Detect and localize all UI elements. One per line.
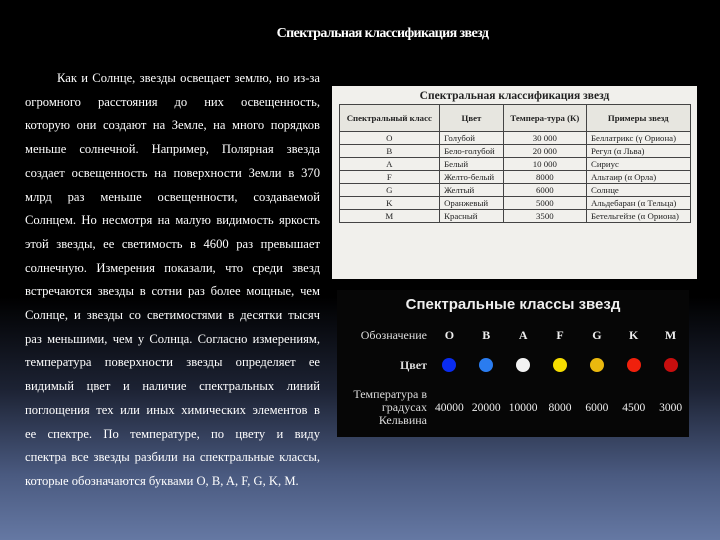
class-color [578,358,615,372]
table-header: Спектральный класс [338,104,441,132]
color-label: Цвет [399,357,427,372]
table-cell: Регул (α Льва) [585,144,691,158]
table-cell: 8000 [502,170,587,184]
class-temperature: 8000 [548,401,572,414]
spectral-classes-image: Спектральные классы звезд Обозначение O B A… [337,290,689,437]
table-header: Темпера-тура (К) [502,104,587,132]
table-cell: Красный [439,209,504,223]
text-line: этой звезды, ее светимость в 4600 раз пр… [25,236,320,251]
text-line: млрд раз меньше освещенности, создаваемо… [25,189,320,204]
text-line: раз меньшими, чем у Солнца. Согласно изм… [25,331,320,346]
color-dot-icon [479,358,494,372]
table-cell: 3500 [502,209,587,223]
table-cell: Бело-голубой [439,144,504,158]
table-cell: 10 000 [502,157,587,171]
table-cell: G [338,183,441,197]
table-cell: 30 000 [502,131,587,145]
text-line: Как и Солнце, звезды освещает землю, но … [57,71,320,85]
color-dot-icon [516,358,531,372]
table-cell: Беллатрикс (γ Ориона) [585,131,691,145]
text-line: огромного расстояния до них освещенность… [25,94,320,109]
table-row: A Белый 10 000 Сириус [338,157,691,171]
color-dot-icon [442,358,457,372]
table-cell: Желтый [439,183,504,197]
class-temperature: 20000 [471,401,501,414]
text-line: создает освещенность на поверхности Земл… [25,165,320,180]
table-cell: Альдебаран (α Тельца) [585,196,691,210]
table-cell: Желто-белый [439,170,504,184]
class-color [468,358,505,372]
class-temperature: 10000 [508,401,538,414]
table-row: B Бело-голубой 20 000 Регул (α Льва) [338,144,691,158]
designation-label: Обозначение [360,328,427,342]
text-line: встречаются звезды в сотни раз более мощ… [25,284,320,299]
table-header: Цвет [439,104,504,132]
class-temperature: 6000 [585,401,609,414]
text-line: которые обозначаются буквами O, B, A, F,… [25,473,299,488]
table-title: Спектральная классификация звезд [419,90,610,102]
text-line: поглощения тех или иных химических элеме… [25,402,320,417]
table-header: Примеры звезд [585,104,691,132]
color-dot-icon [663,358,678,372]
temperature-label: Температура в градусах Кельвина [353,387,427,427]
class-color [652,358,689,372]
body-text: Как и Солнце, звезды освещает землю, но … [25,67,320,494]
table-cell: 5000 [502,196,587,210]
table-cell: M [338,209,441,223]
text-line: Солнце, и звезды со светимостями в десят… [25,308,320,323]
text-line: меньше солнечной. Например, Полярная зве… [25,142,320,157]
text-line: ее спектре. По температуре, по цвету и в… [25,426,320,441]
table-cell: Оранжевый [439,196,504,210]
table-cell: Сириус [585,157,691,171]
table-cell: A [338,157,441,171]
class-temperature: 3000 [659,401,683,414]
class-letter: M [664,328,677,342]
table-cell: Белый [439,157,504,171]
class-letter: F [556,328,564,342]
class-color [542,358,579,372]
table-row: O Голубой 30 000 Беллатрикс (γ Ориона) [338,131,691,145]
text-line: солнечную. Измерения показали, что среди… [25,260,320,275]
class-temperature: 4500 [622,401,646,414]
text-line: которую они создают на Земле, на много п… [25,118,320,133]
color-dot-icon [589,358,604,372]
table-cell: Солнце [585,183,691,197]
table-cell: F [338,170,441,184]
class-letter: K [629,328,639,342]
table-cell: Бетельгейзе (α Ориона) [585,209,691,223]
text-line: спектра все звезды разбили на спектральн… [25,450,320,465]
text-line: Солнцем. Но несмотря на малую видимость … [25,213,320,228]
table-cell: 6000 [502,183,587,197]
table-cell: Альтаир (α Орла) [585,170,691,184]
table-cell: K [338,196,441,210]
class-temperature: 40000 [435,401,464,414]
class-letter: G [592,328,602,342]
text-line: температура поверхности звезды определяе… [25,355,320,370]
classes-title: Спектральные классы звезд [405,296,621,313]
class-color [431,358,468,372]
color-dot-icon [626,358,641,372]
table-row: M Красный 3500 Бетельгейзе (α Ориона) [338,209,691,223]
classification-table-image: Спектральная классификация звезд Спектра… [332,86,697,279]
table-row: G Желтый 6000 Солнце [338,183,691,197]
table-cell: 20 000 [502,144,587,158]
class-color [615,358,652,372]
class-letter: A [518,328,528,342]
color-dot-icon [553,358,567,372]
table-row: F Желто-белый 8000 Альтаир (α Орла) [338,170,691,184]
slide-title: Спектральная классификация звезд [276,26,489,41]
table-cell: B [338,144,441,158]
class-color [505,358,542,372]
table-row: K Оранжевый 5000 Альдебаран (α Тельца) [338,196,691,210]
class-letter: B [482,328,491,342]
classification-table: Спектральный класс Цвет Темпера-тура (К) Пр… [338,104,691,223]
class-letter: O [444,328,455,342]
table-cell: Голубой [439,131,504,145]
text-line: видимый цвет и наличие спектральных лини… [25,379,320,394]
table-cell: O [338,131,441,145]
